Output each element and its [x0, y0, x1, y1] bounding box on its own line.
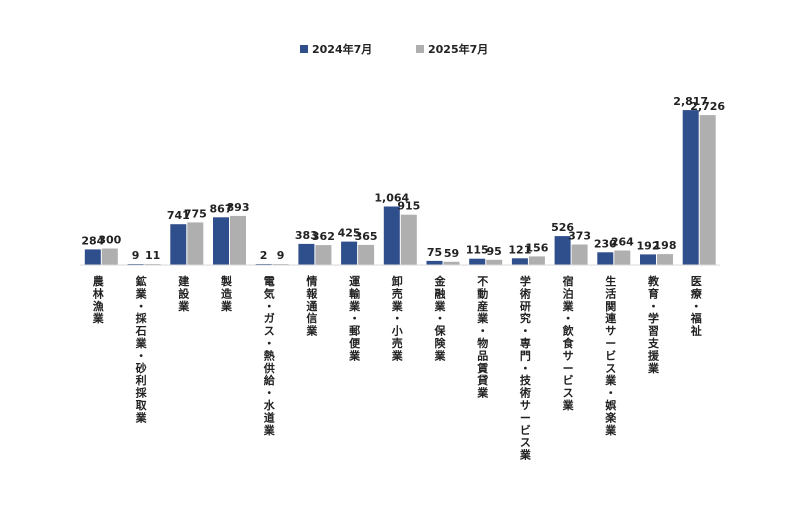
data-label-2024: 230 [594, 237, 617, 250]
data-label-2024: 115 [466, 244, 489, 257]
legend-label-2024: 2024年7月 [312, 42, 372, 56]
bar-2024 [554, 236, 571, 265]
data-label-2025: 95 [487, 245, 502, 258]
bar-2024 [383, 206, 400, 265]
bar-2024 [682, 110, 699, 265]
bar-2024 [213, 217, 229, 265]
bar-2024 [426, 260, 443, 265]
category-label: 金融業・保険業 [434, 274, 447, 362]
bar-2025 [614, 250, 631, 265]
bar-2024 [341, 241, 358, 265]
data-label-2024: 526 [551, 221, 574, 234]
data-label-2025: 362 [312, 230, 335, 243]
data-label-2024: 121 [508, 243, 531, 256]
category-label: 卸売業・小売業 [391, 274, 404, 362]
bar-2024 [469, 258, 486, 265]
data-label-2025: 198 [654, 239, 677, 252]
category-label: 不動産業・物品賃貸業 [476, 275, 489, 400]
bar-2025 [528, 256, 545, 265]
bar-2025 [400, 214, 417, 265]
category-labels-layer: 農林漁業 鉱業・採石業・砂利採取業 建設業 製造業 電気・ガス・熱供給・水道業 情報通信業… [92, 274, 703, 462]
data-label-2025: 264 [611, 236, 634, 249]
data-label-2025: 2,726 [690, 100, 725, 113]
legend-swatch-2025 [416, 45, 424, 53]
legend: 2024年7月 2025年7月 [300, 42, 488, 56]
bar-2025 [358, 244, 375, 265]
data-label-2025: 156 [525, 241, 548, 254]
bar-2025 [571, 244, 588, 265]
data-label-2025: 915 [397, 200, 420, 213]
data-label-2025: 300 [98, 234, 121, 247]
data-label-2024: 9 [132, 249, 140, 262]
legend-label-2025: 2025年7月 [428, 42, 488, 56]
category-label: 教育・学習支援業 [647, 274, 660, 375]
bar-2025 [486, 259, 503, 265]
bar-2025 [187, 222, 204, 265]
data-label-2025: 365 [355, 230, 378, 243]
bar-2024 [84, 249, 101, 265]
bar-2025 [230, 215, 246, 265]
bar-2025 [315, 245, 332, 265]
bar-2025 [101, 248, 118, 265]
data-label-2024: 741 [167, 209, 190, 222]
data-label-2024: 867 [210, 202, 233, 215]
legend-swatch-2024 [300, 45, 308, 53]
bar-2024 [170, 224, 187, 265]
category-label: 学術研究・専門・技術サービス業 [519, 274, 532, 462]
data-label-2024: 192 [637, 239, 660, 252]
data-label-2025: 59 [444, 247, 459, 260]
category-label: 運輸業・郵便業 [348, 275, 361, 362]
bar-2025 [699, 115, 716, 265]
bars-layer [84, 110, 716, 265]
category-label: 農林漁業 [92, 274, 105, 325]
category-label: 鉱業・採石業・砂利採取業 [135, 274, 148, 424]
category-label: 生活関連サービス業・娯楽業 [604, 274, 617, 437]
data-label-2025: 9 [277, 249, 285, 262]
data-label-2024: 2,817 [673, 95, 708, 108]
data-label-2025: 893 [227, 201, 250, 214]
data-label-2024: 2 [260, 249, 268, 262]
category-label: 宿泊業・飲食サービス業 [562, 274, 575, 412]
category-label: 医療・福祉 [690, 275, 703, 338]
category-label: 建設業 [177, 274, 190, 313]
bar-2025 [443, 261, 460, 265]
bar-2024 [640, 254, 656, 265]
data-label-2025: 373 [568, 230, 591, 243]
category-label: 情報通信業 [305, 274, 318, 338]
data-label-2024: 383 [295, 229, 318, 242]
data-label-2024: 1,064 [374, 192, 409, 205]
bar-2024 [298, 243, 315, 265]
bar-2024 [511, 258, 528, 265]
data-label-2024: 425 [338, 227, 361, 240]
data-label-2025: 775 [184, 207, 207, 220]
category-label: 製造業 [220, 274, 233, 313]
data-label-2024: 284 [81, 234, 104, 247]
bar-2024 [597, 252, 614, 265]
data-label-2024: 75 [427, 246, 442, 259]
category-label: 電気・ガス・熱供給・水道業 [263, 275, 276, 437]
bar-2025 [657, 254, 673, 265]
data-label-2025: 11 [145, 249, 160, 262]
